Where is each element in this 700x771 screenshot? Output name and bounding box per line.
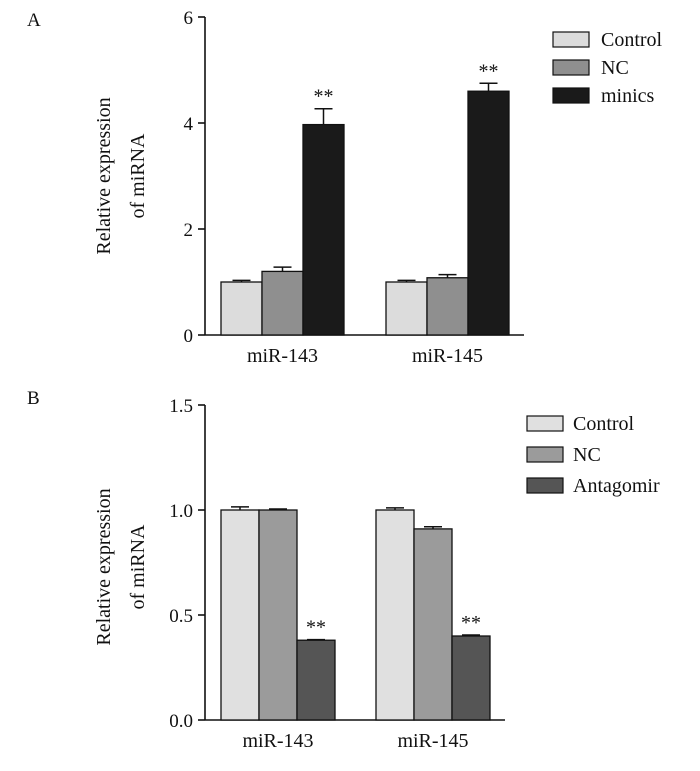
y-tick-label: 0 bbox=[184, 326, 194, 347]
legend-swatch-antagomir bbox=[526, 477, 564, 494]
legend-swatch-control bbox=[552, 31, 590, 48]
y-tick-label: 0.5 bbox=[169, 606, 193, 627]
y-tick-label: 1.5 bbox=[169, 396, 193, 417]
bar-control-mir-145 bbox=[375, 509, 415, 721]
y-tick-label: 0.0 bbox=[169, 711, 193, 732]
legend-label-nc: NC bbox=[573, 444, 601, 466]
y-axis-title-line: Relative expression bbox=[93, 488, 115, 645]
bar-nc-mir-143 bbox=[261, 270, 304, 336]
significance-label: ** bbox=[314, 86, 334, 108]
bar-nc-mir-143 bbox=[258, 509, 298, 721]
x-category-label: miR-143 bbox=[242, 730, 313, 752]
legend-swatch-control bbox=[526, 415, 564, 432]
legend-swatch-nc bbox=[526, 446, 564, 463]
bar-nc-mir-145 bbox=[426, 277, 469, 336]
bar-control-mir-145 bbox=[385, 281, 428, 336]
legend-label-minics: minics bbox=[601, 85, 655, 107]
bar-control-mir-143 bbox=[220, 509, 260, 721]
legend-label-antagomir: Antagomir bbox=[573, 475, 660, 497]
y-axis-title-line: Relative expression bbox=[93, 97, 115, 254]
chart-panel-b: B Relative expression of miRNA 0.0 0.5 1.0 1.5… bbox=[27, 388, 660, 752]
x-category-label: miR-143 bbox=[247, 345, 318, 367]
significance-label: ** bbox=[461, 612, 481, 634]
bar-nc-mir-145 bbox=[413, 528, 453, 721]
significance-label: ** bbox=[306, 617, 326, 639]
legend-label-control: Control bbox=[601, 29, 663, 51]
legend-label-nc: NC bbox=[601, 57, 629, 79]
x-category-label: miR-145 bbox=[412, 345, 483, 367]
legend-swatch-nc bbox=[552, 59, 590, 76]
x-category-label: miR-145 bbox=[397, 730, 468, 752]
y-tick-label: 1.0 bbox=[169, 501, 193, 522]
y-tick-label: 2 bbox=[184, 220, 194, 241]
panel-letter: A bbox=[27, 10, 41, 31]
legend-label-control: Control bbox=[573, 413, 635, 435]
bar-minics-mir-143 bbox=[302, 123, 345, 336]
bar-antagomir-mir-145 bbox=[451, 635, 491, 721]
bar-control-mir-143 bbox=[220, 281, 263, 336]
bar-antagomir-mir-143 bbox=[296, 639, 336, 721]
legend-swatch-minics bbox=[552, 87, 590, 104]
bar-minics-mir-145 bbox=[467, 90, 510, 336]
chart-panel-a: A Relative expression of miRNA 0 2 4 6 ** miR-14… bbox=[27, 8, 663, 367]
y-axis-title-line: of miRNA bbox=[127, 524, 149, 610]
significance-label: ** bbox=[479, 60, 499, 82]
y-tick-label: 4 bbox=[184, 114, 194, 135]
panel-letter: B bbox=[27, 388, 40, 409]
y-tick-label: 6 bbox=[184, 8, 194, 29]
y-axis-title-line: of miRNA bbox=[127, 133, 149, 219]
